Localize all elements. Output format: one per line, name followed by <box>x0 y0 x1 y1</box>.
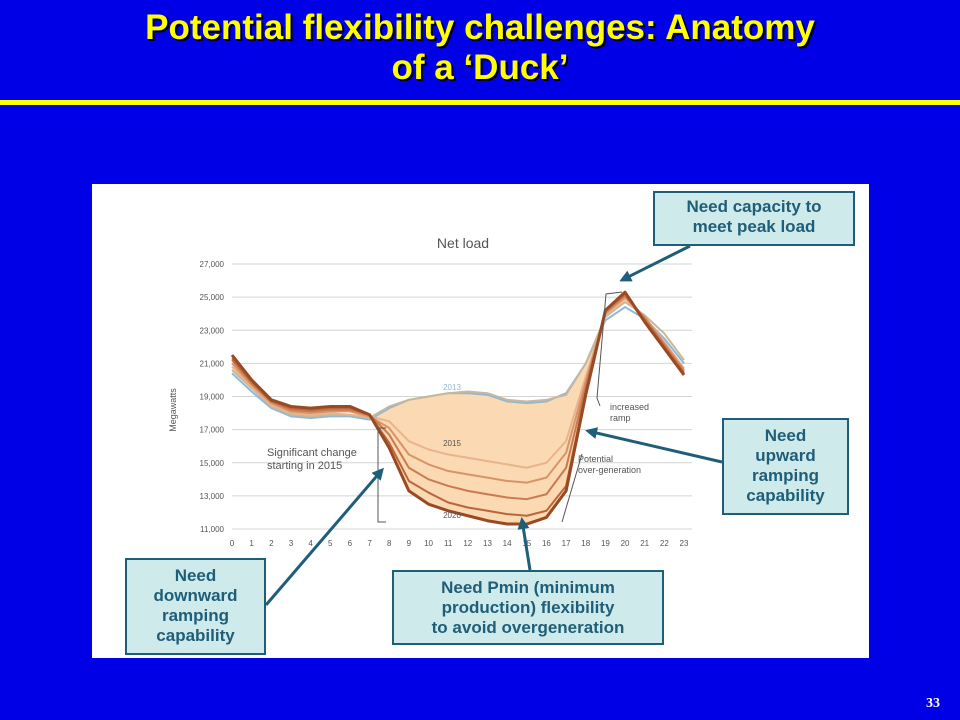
series-line-2014 <box>231 297 685 469</box>
y-tick-label: 25,000 <box>200 293 225 302</box>
callout-upward-ramping: Need upward ramping capability <box>722 418 849 515</box>
x-tick-label: 20 <box>621 539 630 548</box>
y-tick-label: 11,000 <box>200 525 224 534</box>
x-tick-label: 16 <box>542 539 551 548</box>
slide-title-line-1: Potential flexibility challenges: Anatom… <box>145 8 815 47</box>
x-tick-label: 19 <box>601 539 610 548</box>
x-tick-label: 0 <box>230 539 235 548</box>
callout-downward-ramping: Need downward ramping capability <box>125 558 266 655</box>
x-tick-label: 12 <box>463 539 472 548</box>
chart-title: Net load <box>437 235 489 251</box>
series-line-2015 <box>231 296 685 484</box>
year-label-2015: 2015 <box>443 439 461 448</box>
y-tick-label: 23,000 <box>200 326 225 335</box>
y-tick-label: 19,000 <box>200 393 225 402</box>
series-line-2020 <box>230 290 686 526</box>
year-label-2020: 2020 <box>443 511 461 520</box>
increased-ramp-bracket <box>596 291 623 407</box>
y-axis-label: Megawatts <box>168 388 178 432</box>
x-tick-label: 13 <box>483 539 492 548</box>
x-tick-label: 15 <box>522 539 531 548</box>
x-tick-label: 6 <box>348 539 353 548</box>
x-tick-label: 18 <box>581 539 590 548</box>
x-tick-label: 8 <box>387 539 392 548</box>
series-line-2013 <box>231 301 685 420</box>
year-label-2013: 2013 <box>443 383 461 392</box>
callout-peak-capacity: Need capacity to meet peak load <box>653 191 855 246</box>
x-tick-label: 2 <box>269 539 274 548</box>
x-tick-label: 3 <box>289 539 294 548</box>
title-divider <box>0 100 960 105</box>
x-tick-label: 4 <box>308 539 313 548</box>
callout-pmin-flexibility: Need Pmin (minimum production) flexibili… <box>392 570 664 645</box>
x-tick-label: 10 <box>424 539 433 548</box>
y-tick-label: 21,000 <box>200 359 225 368</box>
y-tick-label: 27,000 <box>200 260 225 269</box>
x-tick-label: 22 <box>660 539 669 548</box>
slide-title: Potential flexibility challenges: Anatom… <box>0 8 960 88</box>
annotation-increased-ramp: increased ramp <box>610 402 649 423</box>
x-tick-label: 23 <box>680 539 689 548</box>
x-tick-label: 11 <box>444 539 453 548</box>
y-tick-label: 17,000 <box>200 426 225 435</box>
annotation-significant-change: Significant change starting in 2015 <box>267 447 357 472</box>
x-tick-label: 5 <box>328 539 333 548</box>
x-tick-label: 1 <box>249 539 254 548</box>
x-tick-label: 14 <box>503 539 512 548</box>
duck-curve-chart: 11,000 13,000 15,000 17,000 19,000 21,000 23,0… <box>168 235 692 548</box>
page-number: 33 <box>926 696 940 711</box>
x-tick-label: 9 <box>407 539 412 548</box>
annotation-over-generation: Potential over-generation <box>578 454 641 475</box>
y-tick-label: 15,000 <box>200 459 225 468</box>
y-tick-label: 13,000 <box>200 492 225 501</box>
over-generation-pointer <box>561 453 583 523</box>
x-tick-label: 17 <box>562 539 571 548</box>
x-tick-label: 21 <box>640 539 649 548</box>
x-tick-label: 7 <box>367 539 372 548</box>
slide-title-line-2: of a ‘Duck’ <box>391 48 569 87</box>
